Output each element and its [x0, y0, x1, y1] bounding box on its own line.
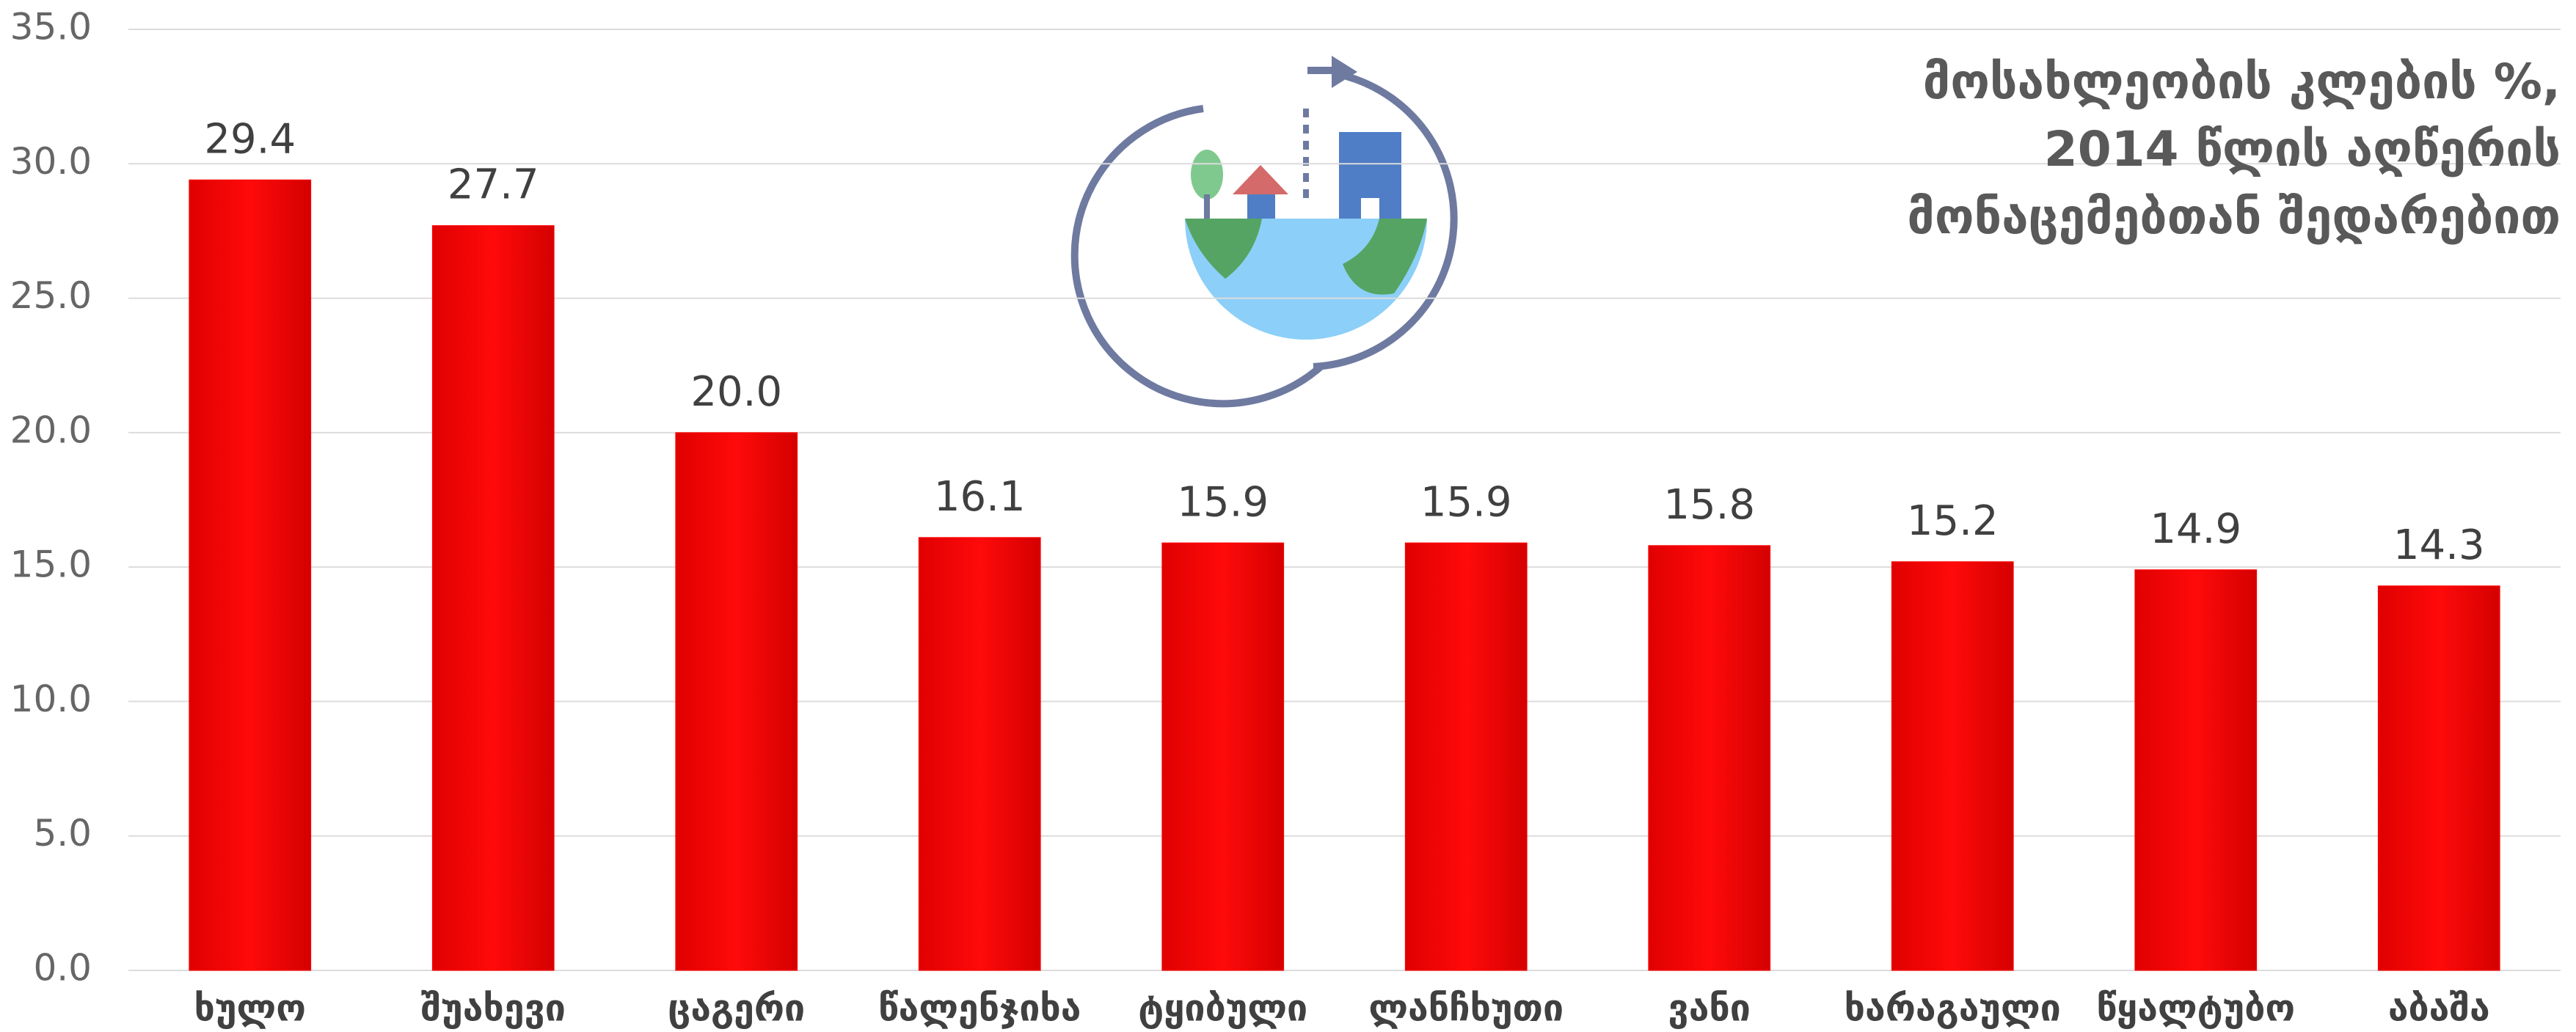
value-label: 20.0 — [690, 368, 782, 416]
y-tick-label: 25.0 — [10, 274, 92, 317]
bar — [1648, 545, 1771, 971]
bar — [1161, 542, 1285, 971]
value-label: 29.4 — [204, 115, 296, 163]
chart-title: მონაცემებთან შედარებით — [1907, 189, 2561, 245]
chart-title: მოსახლეობის კლების %, — [1923, 54, 2561, 110]
value-label: 14.9 — [2150, 505, 2241, 553]
value-label: 27.7 — [448, 161, 539, 209]
x-tick-label: ვანი — [1668, 987, 1751, 1030]
x-tick-label: წყალტუბო — [2096, 987, 2295, 1030]
x-tick-label: ტყიბული — [1138, 987, 1307, 1030]
y-tick-label: 10.0 — [10, 678, 92, 720]
value-label: 15.8 — [1663, 481, 1755, 529]
x-tick-label: ლანჩხუთი — [1368, 987, 1564, 1030]
chart-title: 2014 წლის აღწერის — [2044, 121, 2561, 178]
bar — [2134, 569, 2258, 971]
x-tick-label: შუახევი — [421, 987, 566, 1030]
bar — [1891, 561, 2014, 971]
bar — [431, 225, 555, 971]
bar — [2377, 585, 2500, 971]
value-label: 15.9 — [1420, 478, 1512, 526]
x-tick-label: აბაშა — [2388, 987, 2490, 1030]
bar — [189, 179, 312, 971]
y-tick-label: 30.0 — [10, 140, 92, 183]
x-tick-label: ხარაგაული — [1845, 987, 2061, 1030]
x-tick-label: ცაგერი — [668, 987, 805, 1030]
value-label: 14.3 — [2393, 522, 2485, 569]
bar — [1404, 542, 1528, 971]
bar — [675, 432, 798, 971]
y-tick-label: 20.0 — [10, 409, 92, 451]
y-tick-label: 35.0 — [10, 6, 92, 48]
bar — [918, 537, 1041, 971]
icon — [1070, 56, 1458, 408]
y-tick-label: 5.0 — [33, 812, 92, 854]
y-tick-label: 15.0 — [10, 544, 92, 586]
x-tick-label: ხულო — [194, 987, 306, 1030]
y-tick-label: 0.0 — [33, 947, 92, 989]
x-tick-label: წალენჯიხა — [878, 987, 1081, 1030]
value-label: 16.1 — [934, 473, 1026, 521]
value-label: 15.2 — [1907, 497, 1999, 545]
value-label: 15.9 — [1177, 478, 1269, 526]
